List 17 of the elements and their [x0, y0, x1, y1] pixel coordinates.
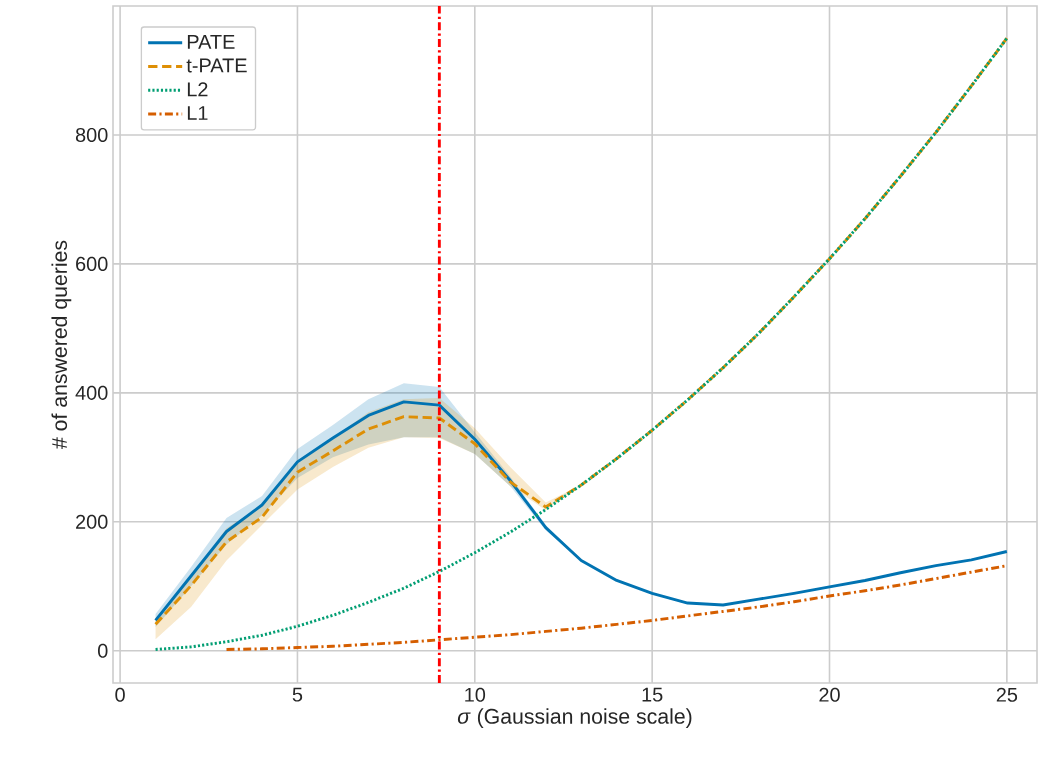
x-tick-label: 5: [292, 687, 303, 702]
legend-label: L2: [187, 82, 208, 97]
y-tick-label: 400: [75, 385, 108, 400]
y-tick-label: 600: [76, 256, 108, 271]
x-tick-label: 20: [819, 687, 840, 702]
y-axis-title: # of answered queries: [51, 240, 72, 449]
y-tick-label: 200: [76, 514, 108, 529]
x-axis-title: σ (Gaussian noise scale): [457, 708, 692, 729]
y-tick-label: 800: [75, 127, 108, 142]
x-tick-label: 15: [642, 687, 663, 702]
legend-label: t-PATE: [186, 58, 247, 73]
legend-label: L1: [187, 106, 208, 120]
legend-label: PATE: [187, 34, 235, 49]
x-tick-label: 10: [465, 687, 486, 702]
x-tick-label: 25: [996, 687, 1018, 702]
y-tick-label: 0: [98, 643, 108, 658]
x-tick-label: 0: [115, 687, 125, 702]
